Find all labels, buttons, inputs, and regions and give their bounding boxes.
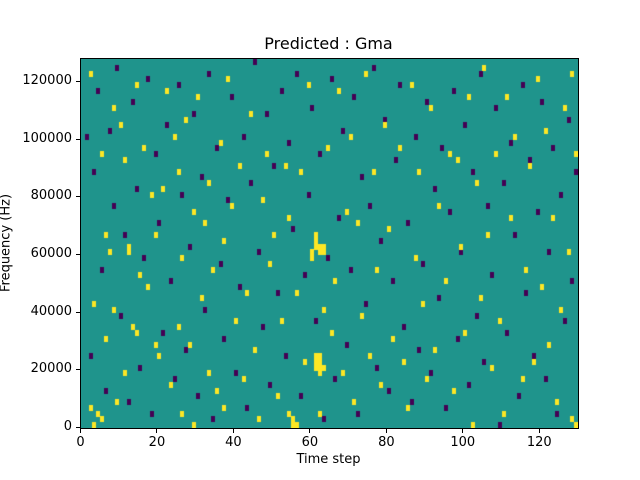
- x-axis-label: Time step: [296, 452, 361, 467]
- y-tick-mark: [76, 81, 80, 83]
- chart-title: Predicted : Gma: [264, 34, 393, 53]
- plot-area: [80, 58, 579, 429]
- y-tick-mark: [76, 311, 80, 313]
- y-axis-label: Frequency (Hz): [0, 193, 14, 293]
- x-tick-label: 60: [301, 435, 319, 450]
- x-tick-label: 80: [378, 435, 395, 450]
- y-tick-label: 0: [63, 419, 72, 434]
- x-tick-mark: [309, 429, 311, 433]
- x-tick-mark: [462, 429, 464, 433]
- y-tick-mark: [76, 427, 80, 428]
- x-tick-mark: [538, 429, 540, 433]
- y-tick-label: 20000: [30, 361, 72, 377]
- y-tick-label: 120000: [22, 73, 72, 89]
- y-tick-mark: [76, 254, 80, 256]
- x-tick-label: 40: [225, 435, 242, 450]
- heatmap-canvas: [81, 59, 578, 428]
- x-tick-label: 120: [526, 435, 552, 450]
- y-tick-mark: [76, 196, 80, 198]
- x-tick-label: 100: [450, 435, 476, 450]
- x-tick-label: 20: [148, 435, 166, 450]
- x-tick-label: 0: [76, 435, 85, 450]
- y-tick-label: 100000: [22, 130, 72, 146]
- y-tick-label: 60000: [30, 246, 72, 262]
- y-tick-mark: [76, 138, 80, 140]
- x-tick-mark: [80, 429, 81, 433]
- y-tick-label: 40000: [30, 303, 72, 319]
- x-tick-mark: [385, 429, 387, 433]
- y-tick-mark: [76, 369, 80, 371]
- y-tick-label: 80000: [30, 188, 72, 204]
- x-tick-mark: [232, 429, 234, 433]
- x-tick-mark: [156, 429, 158, 433]
